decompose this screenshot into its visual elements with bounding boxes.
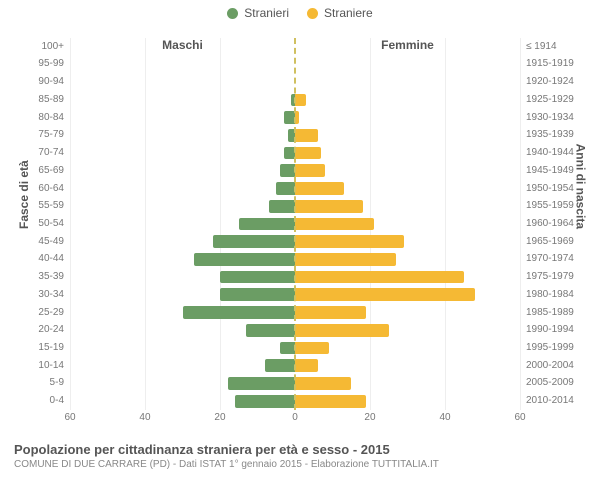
- bar-female: [295, 129, 318, 142]
- age-label: 40-44: [20, 254, 70, 264]
- bar-male: [194, 253, 295, 266]
- age-label: 85-89: [20, 95, 70, 105]
- footer: Popolazione per cittadinanza straniera p…: [0, 438, 600, 471]
- x-tick-label: 60: [514, 412, 525, 423]
- birth-year-label: 1920-1924: [520, 77, 582, 87]
- age-label: 55-59: [20, 201, 70, 211]
- legend-label-male: Stranieri: [244, 6, 289, 20]
- age-label: 60-64: [20, 184, 70, 194]
- bar-female: [295, 94, 306, 107]
- birth-year-label: 1985-1989: [520, 308, 582, 318]
- bar-male: [220, 288, 295, 301]
- chart-title: Popolazione per cittadinanza straniera p…: [14, 442, 586, 458]
- birth-year-label: 1990-1994: [520, 325, 582, 335]
- x-tick-label: 40: [439, 412, 450, 423]
- x-tick-label: 20: [214, 412, 225, 423]
- age-label: 90-94: [20, 77, 70, 87]
- bar-male: [220, 271, 295, 284]
- age-label: 50-54: [20, 219, 70, 229]
- age-label: 65-69: [20, 166, 70, 176]
- birth-year-label: 1970-1974: [520, 254, 582, 264]
- age-label: 5-9: [20, 378, 70, 388]
- chart-subtitle: COMUNE DI DUE CARRARE (PD) - Dati ISTAT …: [14, 458, 586, 471]
- birth-year-label: 1950-1954: [520, 184, 582, 194]
- birth-year-label: 1975-1979: [520, 272, 582, 282]
- bar-female: [295, 147, 321, 160]
- birth-year-label: 1945-1949: [520, 166, 582, 176]
- x-tick-label: 0: [292, 412, 298, 423]
- x-axis: 6040200204060: [70, 412, 520, 428]
- age-label: 95-99: [20, 59, 70, 69]
- birth-year-label: 2005-2009: [520, 378, 582, 388]
- bar-female: [295, 271, 464, 284]
- age-label: 100+: [20, 42, 70, 52]
- x-tick-label: 40: [139, 412, 150, 423]
- bar-male: [235, 395, 295, 408]
- x-tick-label: 60: [64, 412, 75, 423]
- birth-year-label: 1995-1999: [520, 343, 582, 353]
- bar-female: [295, 359, 318, 372]
- birth-year-label: 2010-2014: [520, 396, 582, 406]
- age-label: 70-74: [20, 148, 70, 158]
- age-label: 0-4: [20, 396, 70, 406]
- age-label: 20-24: [20, 325, 70, 335]
- age-label: 80-84: [20, 113, 70, 123]
- bar-female: [295, 288, 475, 301]
- legend-swatch-female: [307, 8, 318, 19]
- bar-male: [246, 324, 295, 337]
- bar-female: [295, 253, 396, 266]
- birth-year-label: 1955-1959: [520, 201, 582, 211]
- legend: Stranieri Straniere: [0, 0, 600, 20]
- bar-female: [295, 182, 344, 195]
- bar-female: [295, 377, 351, 390]
- birth-year-label: 1940-1944: [520, 148, 582, 158]
- age-label: 30-34: [20, 290, 70, 300]
- bar-female: [295, 218, 374, 231]
- bar-male: [213, 235, 296, 248]
- x-tick-label: 20: [364, 412, 375, 423]
- bar-female: [295, 342, 329, 355]
- age-label: 15-19: [20, 343, 70, 353]
- plot-area: Maschi Femmine 0-42010-20145-92005-20091…: [70, 38, 520, 410]
- bar-female: [295, 324, 389, 337]
- bar-male: [239, 218, 295, 231]
- legend-item-male: Stranieri: [227, 6, 289, 20]
- bar-male: [276, 182, 295, 195]
- bar-female: [295, 395, 366, 408]
- pyramid-chart: Fasce di età Anni di nascita Maschi Femm…: [20, 20, 580, 438]
- birth-year-label: 1965-1969: [520, 237, 582, 247]
- legend-item-female: Straniere: [307, 6, 373, 20]
- bar-female: [295, 164, 325, 177]
- age-label: 35-39: [20, 272, 70, 282]
- bar-male: [280, 164, 295, 177]
- birth-year-label: 1980-1984: [520, 290, 582, 300]
- bar-male: [183, 306, 296, 319]
- birth-year-label: 1960-1964: [520, 219, 582, 229]
- bar-female: [295, 306, 366, 319]
- birth-year-label: 1930-1934: [520, 113, 582, 123]
- birth-year-label: 1915-1919: [520, 59, 582, 69]
- bar-female: [295, 235, 404, 248]
- age-label: 25-29: [20, 308, 70, 318]
- bar-female: [295, 200, 363, 213]
- age-label: 45-49: [20, 237, 70, 247]
- bar-male: [269, 200, 295, 213]
- legend-label-female: Straniere: [324, 6, 373, 20]
- center-line: [294, 38, 296, 410]
- birth-year-label: ≤ 1914: [520, 42, 582, 52]
- legend-swatch-male: [227, 8, 238, 19]
- age-label: 75-79: [20, 130, 70, 140]
- age-label: 10-14: [20, 361, 70, 371]
- birth-year-label: 1935-1939: [520, 130, 582, 140]
- birth-year-label: 2000-2004: [520, 361, 582, 371]
- bar-male: [280, 342, 295, 355]
- bar-male: [265, 359, 295, 372]
- birth-year-label: 1925-1929: [520, 95, 582, 105]
- bar-male: [228, 377, 296, 390]
